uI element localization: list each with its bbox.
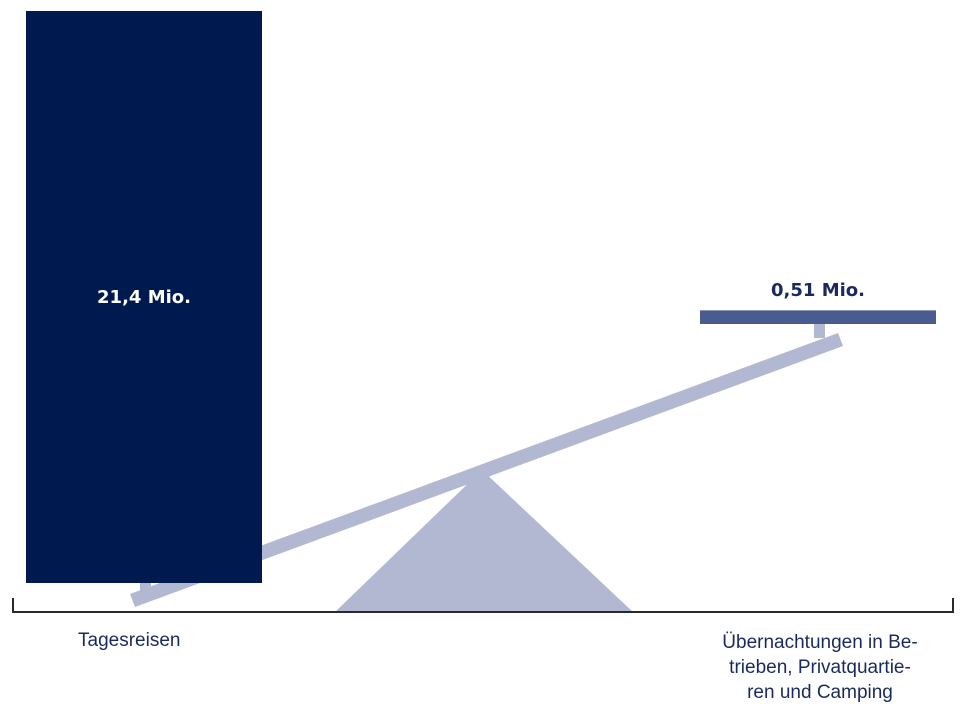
category-label-line: Übernachtungen in Be- [722, 632, 918, 653]
bar-uebernachtungen [700, 310, 936, 324]
category-label-uebernachtungen: Übernachtungen in Be- trieben, Privatqua… [690, 630, 950, 705]
value-label-tagesreisen: 21,4 Mio. [97, 287, 191, 308]
value-label-uebernachtungen: 0,51 Mio. [771, 280, 865, 301]
category-label-tagesreisen: Tagesreisen [78, 630, 278, 652]
category-label-line: trieben, Privatquartie- [729, 657, 911, 678]
category-label-line: ren und Camping [747, 682, 893, 703]
seesaw-beam [130, 333, 843, 607]
bar-tagesreisen [26, 11, 262, 583]
seesaw-left-post [140, 583, 151, 597]
category-label-line: Tagesreisen [78, 630, 181, 651]
fulcrum [335, 470, 633, 612]
seesaw-right-post [814, 324, 825, 338]
